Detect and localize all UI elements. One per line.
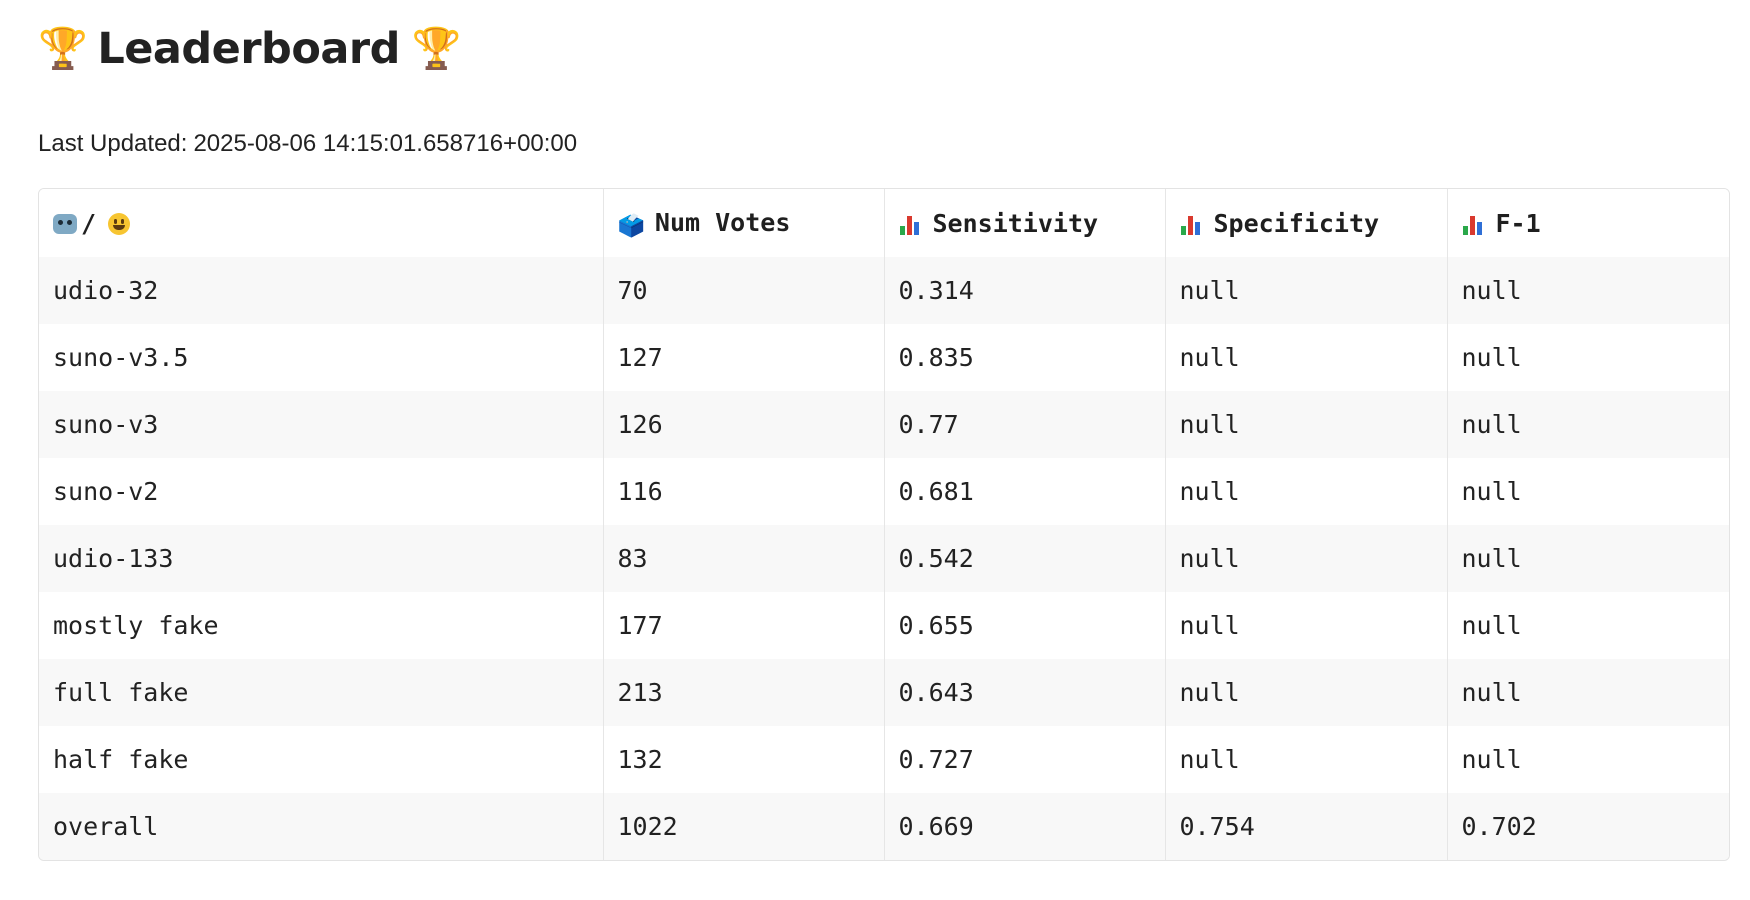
cell-model: overall	[39, 793, 604, 860]
table-row: full fake 213 0.643 null null	[39, 659, 1729, 726]
robot-face-icon	[53, 213, 77, 234]
cell-specificity: 0.754	[1165, 793, 1448, 860]
cell-sensitivity: 0.681	[884, 458, 1166, 525]
cell-sensitivity: 0.669	[884, 793, 1166, 860]
last-updated-label: Last Updated:	[38, 130, 188, 157]
cell-specificity: null	[1165, 592, 1448, 659]
header-specificity[interactable]: Specificity	[1165, 189, 1448, 257]
header-num-votes[interactable]: 🗳️ Num Votes	[603, 189, 885, 257]
cell-model: half fake	[39, 726, 604, 793]
cell-f1: null	[1461, 276, 1522, 305]
table-row: suno-v2 116 0.681 null null	[39, 458, 1729, 525]
cell-num-votes: 126	[603, 391, 885, 458]
cell-num-votes: 132	[603, 726, 885, 793]
trophy-icon: 🏆	[38, 26, 88, 72]
table-row: overall 1022 0.669 0.754 0.702	[39, 793, 1729, 860]
cell-num-votes: 70	[603, 257, 885, 324]
last-updated: Last Updated: 2025-08-06 14:15:01.658716…	[38, 128, 1730, 160]
table-row: udio-32 70 0.314 null null	[39, 257, 1729, 324]
cell-sensitivity: 0.542	[884, 525, 1166, 592]
bar-chart-icon	[1462, 214, 1484, 236]
cell-sensitivity: 0.77	[884, 391, 1166, 458]
cell-f1: null	[1461, 678, 1522, 707]
cell-f1: null	[1461, 343, 1522, 372]
leaderboard-page: 🏆 Leaderboard 🏆 Last Updated: 2025-08-06…	[38, 20, 1730, 861]
cell-num-votes: 116	[603, 458, 885, 525]
table-row: suno-v3.5 127 0.835 null null	[39, 324, 1729, 391]
cell-model: full fake	[39, 659, 604, 726]
table-header-row: / 🗳️ Num Votes Sensitivity Specificity F-…	[39, 189, 1729, 257]
cell-specificity: null	[1165, 726, 1448, 793]
ballot-box-icon: 🗳️	[617, 213, 645, 239]
header-f1-label: F-1	[1495, 208, 1541, 238]
page-title-text: Leaderboard	[97, 24, 400, 74]
cell-sensitivity: 0.643	[884, 659, 1166, 726]
cell-num-votes: 127	[603, 324, 885, 391]
table-row: mostly fake 177 0.655 null null	[39, 592, 1729, 659]
cell-model: suno-v3.5	[39, 324, 604, 391]
last-updated-value: 2025-08-06 14:15:01.658716+00:00	[193, 130, 578, 157]
cell-num-votes: 177	[603, 592, 885, 659]
smiley-face-icon	[108, 212, 131, 235]
cell-specificity: null	[1165, 458, 1448, 525]
cell-f1: null	[1461, 745, 1522, 774]
cell-specificity: null	[1165, 257, 1448, 324]
cell-f1: null	[1461, 544, 1522, 573]
cell-f1: 0.702	[1461, 812, 1537, 841]
cell-specificity: null	[1165, 525, 1448, 592]
cell-sensitivity: 0.314	[884, 257, 1166, 324]
cell-num-votes: 213	[603, 659, 885, 726]
header-sensitivity[interactable]: Sensitivity	[884, 189, 1166, 257]
leaderboard-table: / 🗳️ Num Votes Sensitivity Specificity F-…	[38, 188, 1730, 861]
table-row: udio-133 83 0.542 null null	[39, 525, 1729, 592]
cell-specificity: null	[1165, 659, 1448, 726]
table-row: suno-v3 126 0.77 null null	[39, 391, 1729, 458]
header-model[interactable]: /	[39, 189, 604, 257]
cell-f1: null	[1461, 477, 1522, 506]
cell-model: suno-v3	[39, 391, 604, 458]
cell-sensitivity: 0.727	[884, 726, 1166, 793]
cell-model: udio-32	[39, 257, 604, 324]
cell-model: udio-133	[39, 525, 604, 592]
table-row: half fake 132 0.727 null null	[39, 726, 1729, 793]
header-num-votes-label: Num Votes	[654, 207, 791, 237]
trophy-icon: 🏆	[411, 26, 462, 72]
cell-num-votes: 1022	[603, 793, 885, 860]
bar-chart-icon	[1180, 214, 1202, 236]
cell-model: suno-v2	[39, 458, 604, 525]
cell-sensitivity: 0.835	[884, 324, 1166, 391]
cell-model: mostly fake	[39, 592, 604, 659]
page-title: 🏆 Leaderboard 🏆	[38, 20, 1730, 78]
cell-sensitivity: 0.655	[884, 592, 1166, 659]
header-sensitivity-label: Sensitivity	[932, 208, 1099, 238]
cell-specificity: null	[1165, 324, 1448, 391]
cell-num-votes: 83	[603, 525, 885, 592]
header-model-label: /	[81, 208, 97, 238]
header-f1[interactable]: F-1	[1447, 189, 1729, 257]
cell-f1: null	[1461, 611, 1522, 640]
bar-chart-icon	[899, 214, 921, 236]
header-specificity-label: Specificity	[1213, 208, 1380, 238]
cell-f1: null	[1461, 410, 1522, 439]
cell-specificity: null	[1165, 391, 1448, 458]
